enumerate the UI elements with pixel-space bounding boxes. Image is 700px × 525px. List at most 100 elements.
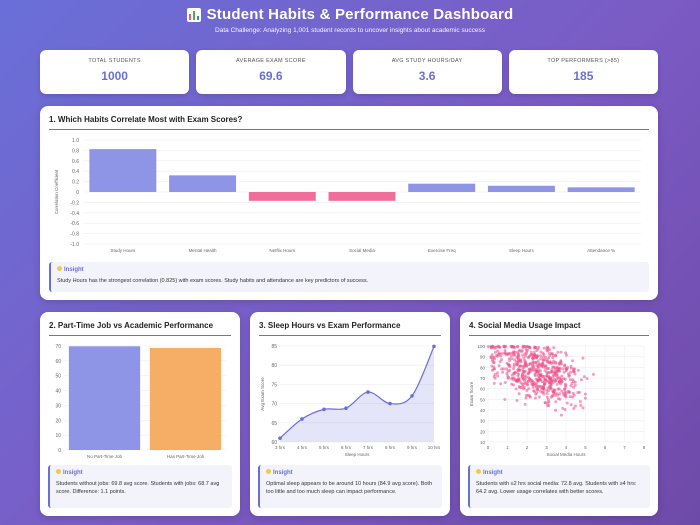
scatter-point [563, 390, 567, 394]
scatter-point [551, 361, 555, 365]
scatter-point [531, 360, 535, 364]
y-axis-label: Avg Exam Score [260, 377, 265, 411]
x-tick-label: 0 [487, 445, 490, 450]
scatter-point [518, 364, 522, 368]
scatter-point [547, 389, 551, 393]
y-tick-label: 0.6 [72, 159, 79, 165]
scatter-point [542, 382, 546, 386]
scatter-point [520, 349, 524, 353]
scatter-point [552, 365, 556, 369]
scatter-point [545, 379, 549, 383]
bar [169, 175, 237, 192]
scatter-point [558, 369, 562, 373]
scatter-point [564, 383, 568, 387]
scatter-point [538, 363, 542, 367]
stat-value: 69.6 [259, 69, 283, 83]
scatter-point [556, 350, 560, 354]
scatter-point [550, 368, 554, 372]
scatter-point [529, 350, 533, 354]
scatter-point [526, 345, 530, 349]
x-tick-label: 9 hrs [407, 445, 418, 450]
scatter-point [516, 361, 520, 365]
insight-title: Insight [57, 266, 643, 275]
scatter-point [498, 360, 502, 364]
scatter-point [490, 353, 494, 357]
scatter-point [571, 385, 575, 389]
scatter-point [503, 348, 507, 352]
stat-top-performers: TOP PERFORMERS (>85) 185 [508, 50, 658, 94]
parttime-chart: 0 10 20 30 40 50 60 70 No Part-Time Job Has Part-… [55, 344, 226, 459]
y-tick-label: 30 [55, 403, 61, 409]
insight-title: Insight [56, 469, 226, 478]
sleep-chart: 60 65 70 75 80 85 Avg Exam Score 3 hrs 4 hrs 5 hr… [260, 344, 441, 457]
scatter-point [512, 353, 516, 357]
scatter-point [493, 345, 497, 349]
scatter-point [513, 358, 517, 362]
insight-title: Insight [266, 469, 436, 478]
data-point [344, 406, 348, 411]
data-point [322, 407, 326, 412]
bar [408, 183, 476, 192]
lightbulb-icon [56, 469, 61, 474]
scatter-point [496, 349, 500, 353]
scatter-point [543, 369, 547, 373]
bar-chart-icon [186, 7, 201, 22]
scatter-point [553, 388, 557, 392]
x-tick-label: 2 [526, 445, 529, 450]
y-tick-label: -0.4 [70, 211, 79, 217]
y-tick-label: 0 [58, 448, 61, 454]
scatter-point [564, 353, 568, 357]
scatter-point [492, 355, 496, 359]
y-tick-label: 100 [477, 344, 485, 349]
y-tick-label: 1.0 [72, 138, 79, 144]
scatter-point [567, 390, 571, 394]
scatter-point [545, 371, 549, 375]
lightbulb-icon [476, 469, 481, 474]
x-tick-label: 7 [623, 445, 626, 450]
scatter-point [493, 350, 497, 354]
scatter-point [521, 353, 525, 357]
scatter-point [524, 354, 528, 358]
scatter-point [536, 354, 540, 358]
series-area [280, 346, 434, 442]
scatter-point [524, 393, 528, 397]
insight-title: Insight [476, 469, 644, 478]
scatter-point [567, 374, 571, 378]
scatter-point [579, 378, 583, 382]
scatter-point [537, 395, 541, 399]
insight-box: Insight Students with ≤2 hrs social medi… [468, 465, 650, 508]
scatter-point [510, 373, 514, 377]
scatter-point [542, 353, 546, 357]
scatter-point [505, 372, 509, 376]
x-tick-label: Study Hours [110, 248, 136, 253]
scatter-point [554, 353, 558, 357]
stat-label: TOP PERFORMERS (>85) [547, 58, 620, 64]
scatter-point [569, 384, 573, 388]
scatter-point [503, 345, 507, 349]
y-tick-label: -1.0 [70, 242, 79, 248]
scatter-point [486, 344, 490, 348]
stat-label: TOTAL STUDENTS [88, 58, 141, 64]
scatter-point [523, 369, 527, 373]
scatter-point [513, 371, 517, 375]
scatter-point [519, 360, 523, 364]
y-tick-label: 75 [271, 382, 277, 388]
bar [328, 192, 396, 201]
scatter-point [507, 357, 511, 361]
x-tick-label: 8 hrs [385, 445, 396, 450]
scatter-point [516, 356, 520, 360]
scatter-point [545, 348, 549, 352]
scatter-point [552, 371, 556, 375]
x-tick-label: Mental Health [189, 248, 217, 253]
scatter-point [558, 392, 562, 396]
scatter-point [545, 391, 549, 395]
x-tick-label: 4 [565, 445, 568, 450]
y-axis-label: Exam Score [469, 381, 474, 406]
scatter-point [546, 345, 550, 349]
scatter-point [569, 403, 573, 407]
x-tick-label: 8 [643, 445, 646, 450]
parttime-card: 2. Part-Time Job vs Academic Performance… [40, 312, 240, 516]
card-title: 1. Which Habits Correlate Most with Exam… [49, 115, 649, 130]
scatter-point [541, 355, 545, 359]
x-tick-label: 5 [584, 445, 587, 450]
